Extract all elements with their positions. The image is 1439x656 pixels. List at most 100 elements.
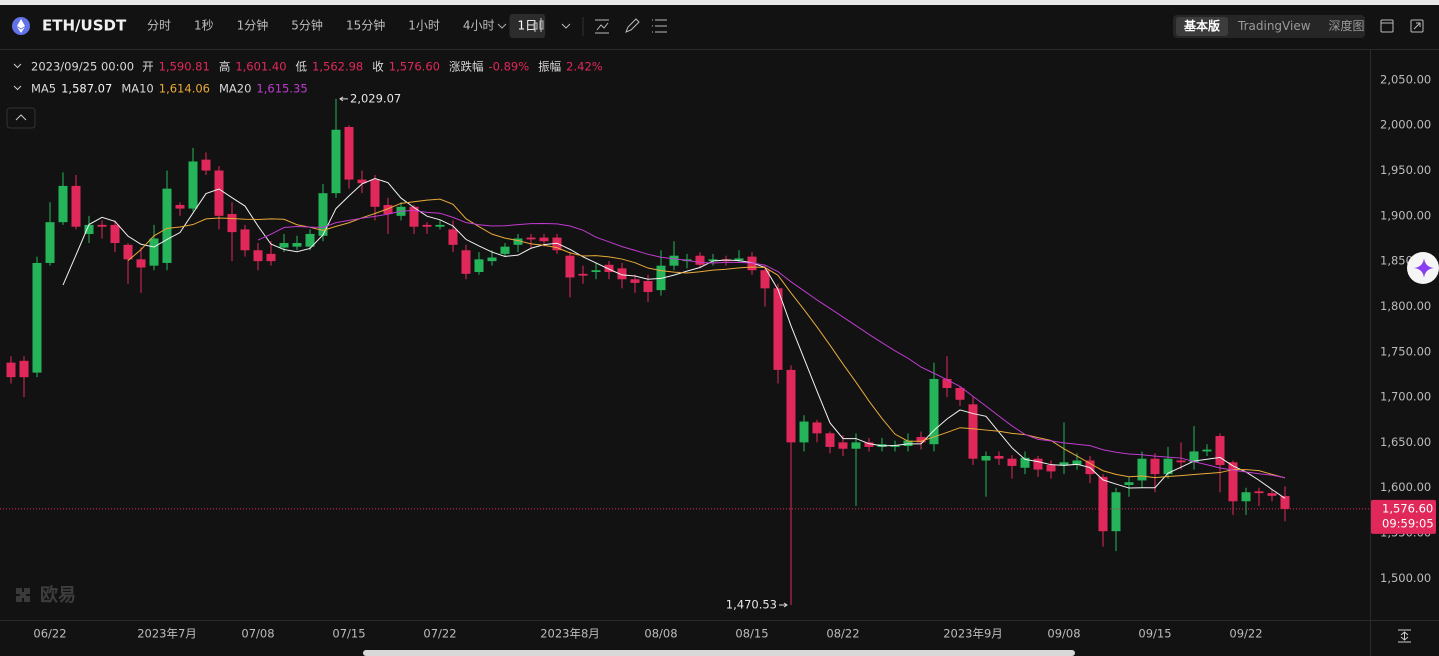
candle-body: [916, 436, 926, 443]
candle-body: [630, 279, 640, 283]
candle-body: [578, 273, 588, 276]
ma-value: 1,614.06: [159, 82, 210, 96]
candle-body: [32, 262, 42, 373]
symbol[interactable]: ETH/USDT: [42, 17, 127, 35]
candle-body: [370, 179, 380, 207]
candle-body: [123, 244, 133, 260]
interval-tab[interactable]: 1小时: [408, 19, 440, 33]
candle-body: [422, 224, 432, 227]
interval-dropdown[interactable]: [497, 23, 507, 29]
candle-body: [604, 264, 614, 273]
y-tick-label: 1,500.00: [1380, 571, 1431, 585]
interval-tab[interactable]: 4小时: [463, 19, 495, 33]
view-tab[interactable]: TradingView: [1237, 19, 1311, 33]
top-strip: [0, 0, 1439, 5]
candle-body: [955, 388, 965, 400]
candle-body: [6, 362, 16, 378]
candle-body: [45, 222, 55, 263]
candle-type-icon[interactable]: [533, 18, 544, 32]
legend-field-value: 1,601.40: [235, 60, 286, 74]
candle-body: [526, 237, 536, 240]
candle-body: [1163, 458, 1173, 475]
candle-dropdown[interactable]: [561, 23, 571, 29]
candle-body: [58, 185, 68, 223]
candle-body: [1098, 476, 1108, 532]
x-tick-label: 2023年7月: [137, 627, 197, 641]
y-tick-label: 1,800.00: [1380, 299, 1431, 313]
annotation-arrow: [339, 96, 348, 102]
candle-body: [71, 185, 81, 227]
candle-body: [214, 170, 224, 216]
legend-field-value: 1,590.81: [159, 60, 210, 74]
candle-body: [786, 369, 796, 443]
scrollbar[interactable]: [363, 650, 1075, 656]
candle-body: [84, 224, 94, 234]
draw-icon[interactable]: [625, 18, 640, 33]
candle-body: [851, 442, 861, 449]
candle-body: [1241, 492, 1251, 502]
y-tick-label: 1,650.00: [1380, 435, 1431, 449]
x-tick-label: 09/15: [1138, 627, 1171, 641]
candle-body: [1228, 462, 1238, 502]
countdown-label: 09:59:05: [1382, 516, 1434, 530]
view-tab[interactable]: 基本版: [1183, 18, 1220, 33]
legend-field-name: 涨跌幅: [449, 60, 484, 74]
candle-body: [1020, 457, 1030, 468]
candle-body: [279, 243, 289, 248]
y-tick-label: 1,900.00: [1380, 208, 1431, 222]
candle-body: [1072, 460, 1082, 466]
fullscreen-icon[interactable]: [1410, 19, 1424, 33]
y-tick-label: 2,000.00: [1380, 118, 1431, 132]
candle-body: [825, 433, 835, 447]
x-tick-label: 08/15: [735, 627, 768, 641]
annotation-label: 1,470.53: [726, 598, 777, 612]
last-price-label: 1,576.60: [1382, 501, 1433, 515]
y-tick-label: 1,750.00: [1380, 344, 1431, 358]
candle-body: [1202, 449, 1212, 452]
watermark-logo: [16, 588, 30, 602]
candle-body: [97, 224, 107, 227]
candle-body: [942, 378, 952, 389]
candle-body: [760, 270, 770, 289]
candle-body: [708, 259, 718, 262]
candle-body: [409, 206, 419, 227]
candle-body: [162, 188, 172, 263]
indicator-icon[interactable]: [595, 19, 609, 34]
settings-icon[interactable]: [652, 19, 667, 33]
legend-field-value: -0.89%: [488, 60, 529, 74]
candle-body: [903, 440, 913, 447]
interval-tab[interactable]: 1秒: [194, 19, 214, 33]
collapse-button[interactable]: [6, 107, 36, 129]
candle-body: [773, 288, 783, 370]
watermark: 欧易: [16, 584, 76, 606]
candle-body: [227, 214, 237, 233]
layout-icon[interactable]: [1380, 19, 1394, 33]
view-tab[interactable]: 深度图: [1329, 18, 1365, 33]
interval-active-bg: [509, 14, 546, 38]
candle-body: [500, 246, 510, 254]
interval-tab[interactable]: 分时: [147, 19, 171, 33]
candle-body: [565, 255, 575, 278]
candle-body: [734, 258, 744, 261]
candle-body: [149, 238, 159, 266]
candle-body: [669, 255, 679, 266]
interval-tab[interactable]: 5分钟: [291, 18, 323, 33]
toolbar-icons: [533, 17, 667, 36]
candle-body: [266, 253, 276, 262]
legend-field-name: 振幅: [538, 60, 561, 74]
candle-body: [357, 179, 367, 184]
last-price-box: [1371, 499, 1436, 534]
collapse-chevron: [15, 114, 27, 121]
reset-axis-icon[interactable]: [1398, 629, 1411, 643]
candle-body: [331, 129, 341, 194]
candle-body: [1059, 462, 1069, 466]
y-tick-label: 1,700.00: [1380, 390, 1431, 404]
candle-body: [110, 224, 120, 244]
ma-name: MA10: [121, 82, 153, 96]
legend-field-value: 2.42%: [566, 60, 603, 74]
interval-tab[interactable]: 1分钟: [237, 18, 269, 33]
interval-tab[interactable]: 15分钟: [346, 18, 385, 33]
candle-body: [1189, 451, 1199, 463]
interval-tab[interactable]: 1日: [518, 19, 538, 33]
